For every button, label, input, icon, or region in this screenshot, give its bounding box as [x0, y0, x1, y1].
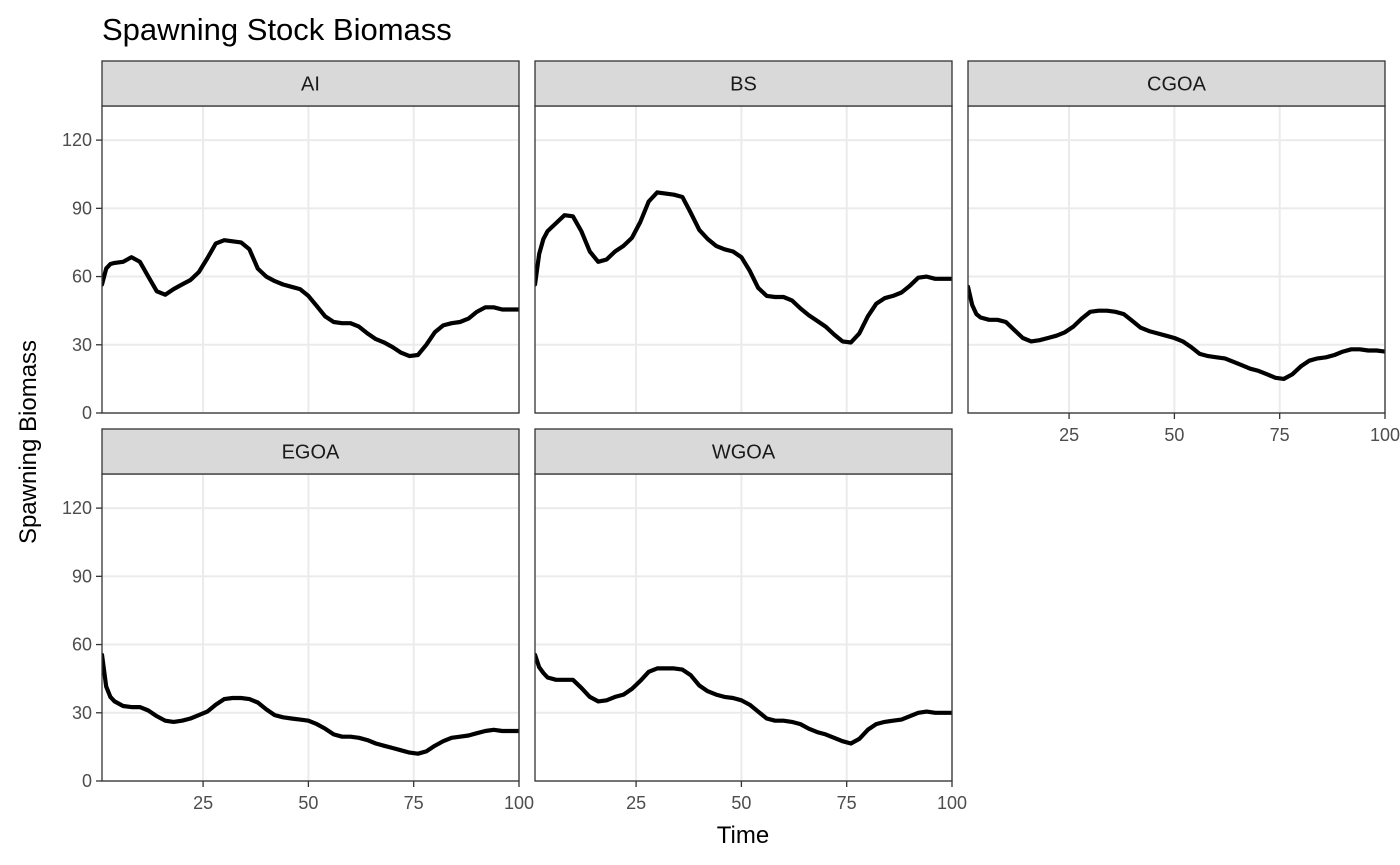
x-tick-label: 25: [1059, 425, 1079, 445]
series-line-egoa: [102, 652, 519, 756]
x-tick-label: 50: [1164, 425, 1184, 445]
y-tick-label: 30: [72, 703, 92, 723]
x-tick-label: 75: [837, 793, 857, 813]
facet-strip-label: AI: [301, 74, 320, 96]
y-tick-label: 120: [62, 498, 92, 518]
x-axis-title: Time: [717, 822, 769, 849]
panel-cgoa: CGOA 25 50 75 100: [967, 60, 1400, 445]
x-tick-label: 25: [193, 793, 213, 813]
panel-background: [535, 474, 952, 781]
facet-strip: [534, 428, 953, 475]
facet-strip: [101, 60, 520, 107]
facet-strip-label: CGOA: [1147, 74, 1207, 96]
panel-background: [102, 474, 519, 781]
panel-background: [102, 106, 519, 413]
y-tick-label: 0: [82, 403, 92, 423]
series-line-cgoa: [968, 284, 1385, 381]
y-tick-label: 60: [72, 267, 92, 287]
panel-bs: BS: [534, 60, 953, 414]
x-tick-label: 100: [937, 793, 967, 813]
facet-strip: [967, 60, 1386, 107]
y-tick-label: 90: [72, 198, 92, 218]
panel-background: [968, 106, 1385, 413]
x-tick-label: 25: [626, 793, 646, 813]
x-tick-label: 50: [731, 793, 751, 813]
y-axis-title: Spawning Biomass: [15, 340, 42, 544]
series-line-ai: [102, 238, 519, 359]
facet-strip-label: EGOA: [282, 442, 340, 464]
facet-strip: [101, 428, 520, 475]
panel-ai: AI 0 30 60 90 120: [62, 60, 520, 423]
x-tick-label: 50: [298, 793, 318, 813]
facet-strip-label: BS: [730, 74, 757, 96]
x-tick-label: 75: [1270, 425, 1290, 445]
facet-strip: [534, 60, 953, 107]
facet-strip-label: WGOA: [712, 442, 776, 464]
series-line-bs: [535, 190, 952, 345]
panel-wgoa: WGOA 25 50 75 100: [534, 428, 967, 813]
panel-egoa: EGOA 0 30 60 90 120 25 50 75 100: [62, 428, 534, 813]
y-tick-label: 60: [72, 635, 92, 655]
x-tick-label: 100: [504, 793, 534, 813]
y-tick-label: 120: [62, 130, 92, 150]
x-tick-label: 100: [1370, 425, 1400, 445]
facet-panels: AI 0 30 60 90 120 BS CGOA 25 50 75 100 EGOA 0 30 60 90 12…: [62, 60, 1400, 813]
y-tick-label: 30: [72, 335, 92, 355]
series-line-wgoa: [535, 652, 952, 746]
chart-title: Spawning Stock Biomass: [102, 12, 452, 47]
y-tick-label: 0: [82, 771, 92, 791]
y-tick-label: 90: [72, 566, 92, 586]
x-tick-label: 75: [404, 793, 424, 813]
